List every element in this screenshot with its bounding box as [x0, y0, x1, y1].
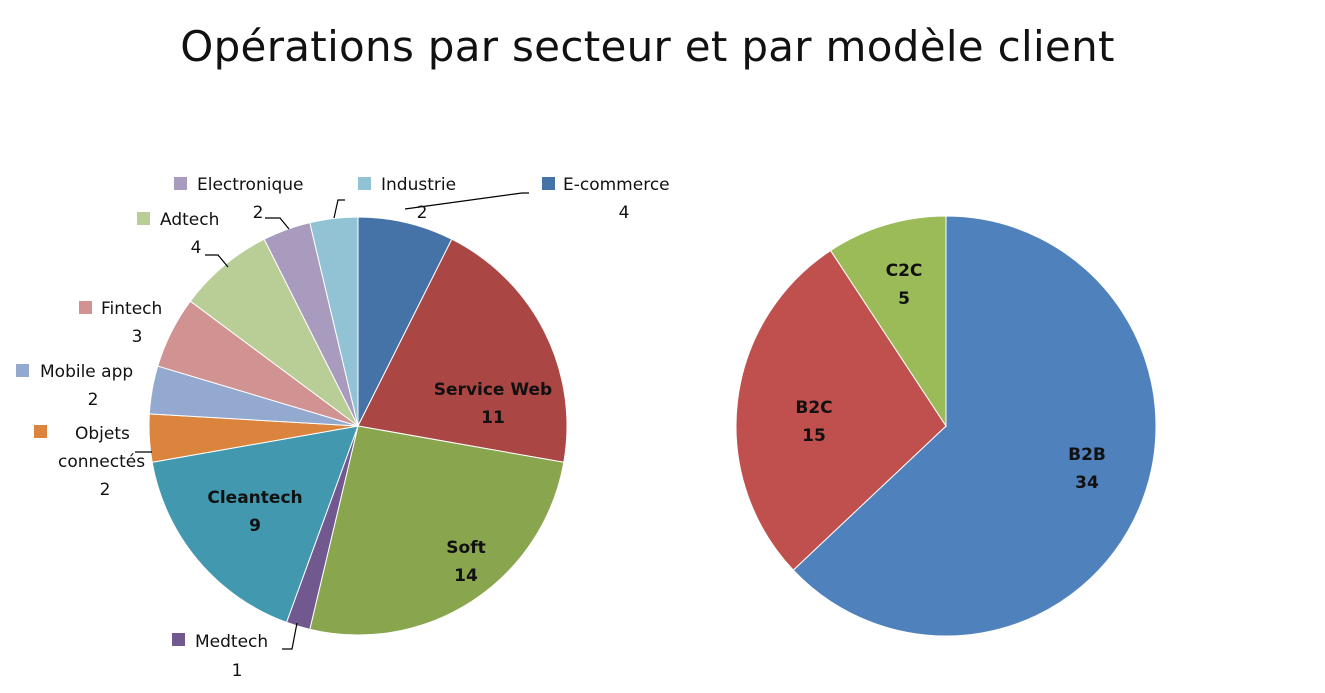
data-label-mobile-app: Mobile app [40, 362, 133, 382]
data-value-fintech: 3 [132, 327, 143, 347]
pie-slice-cleantech [151, 425, 359, 624]
data-value-objets-connectes: 2 [100, 480, 111, 500]
pie-slice-e-commerce [357, 216, 453, 427]
pie-slice-adtech [189, 238, 359, 427]
pie-chart-secteur: Service Web11Soft14Cleantech9E-commerce4… [16, 175, 670, 681]
data-value-industrie: 2 [417, 203, 428, 223]
leader-line-medtech [282, 622, 298, 650]
data-label-b2c: B2C [795, 398, 832, 418]
data-label-cleantech: Cleantech [207, 488, 302, 508]
pie-slice-b2b [792, 215, 1157, 637]
data-label-objets-connectes-line2: connectés [58, 452, 145, 472]
legend-swatch-electronique [174, 177, 187, 190]
legend-swatch-mobile-app [16, 364, 29, 377]
page-title: Opérations par secteur et par modèle cli… [180, 22, 1115, 71]
data-label-c2c: C2C [886, 261, 923, 281]
legend-swatch-medtech [172, 633, 185, 646]
pie-slice-soft [309, 425, 565, 636]
data-value-mobile-app: 2 [88, 390, 99, 410]
data-value-service-web: 11 [481, 408, 505, 428]
data-value-electronique: 2 [253, 203, 264, 223]
data-value-adtech: 4 [191, 238, 202, 258]
leader-line-adtech [205, 254, 229, 268]
pie-slice-service-web [357, 238, 568, 463]
data-label-objets-connectes-line1: Objets [75, 424, 130, 444]
legend-swatch-objets-connectes [34, 425, 47, 438]
data-label-service-web: Service Web [434, 380, 552, 400]
legend-swatch-e-commerce [542, 177, 555, 190]
data-value-b2c: 15 [802, 426, 826, 446]
data-label-e-commerce: E-commerce [563, 175, 670, 195]
legend-swatch-fintech [79, 301, 92, 314]
data-value-medtech: 1 [232, 661, 243, 681]
data-value-e-commerce: 4 [619, 203, 630, 223]
data-label-fintech: Fintech [101, 299, 162, 319]
data-label-medtech: Medtech [195, 632, 268, 652]
legend-swatch-adtech [137, 212, 150, 225]
leader-line-industrie [333, 199, 345, 219]
leader-line-e-commerce [404, 192, 529, 210]
data-label-electronique: Electronique [197, 175, 303, 195]
data-label-industrie: Industrie [381, 175, 456, 195]
leader-line-electronique [265, 217, 290, 230]
data-label-soft: Soft [446, 538, 485, 558]
pie-slice-b2c [735, 249, 947, 571]
data-value-soft: 14 [454, 566, 478, 586]
pie-slice-industrie [309, 216, 359, 427]
data-value-b2b: 34 [1075, 473, 1099, 493]
pie-chart-modele-client: B2B 34 B2C 15 C2C 5 [735, 215, 1157, 637]
legend-swatch-industrie [358, 177, 371, 190]
data-value-c2c: 5 [898, 289, 910, 309]
pie-slice-c2c [829, 215, 947, 428]
data-value-cleantech: 9 [249, 516, 261, 536]
data-label-adtech: Adtech [160, 210, 219, 230]
data-label-b2b: B2B [1068, 445, 1106, 465]
